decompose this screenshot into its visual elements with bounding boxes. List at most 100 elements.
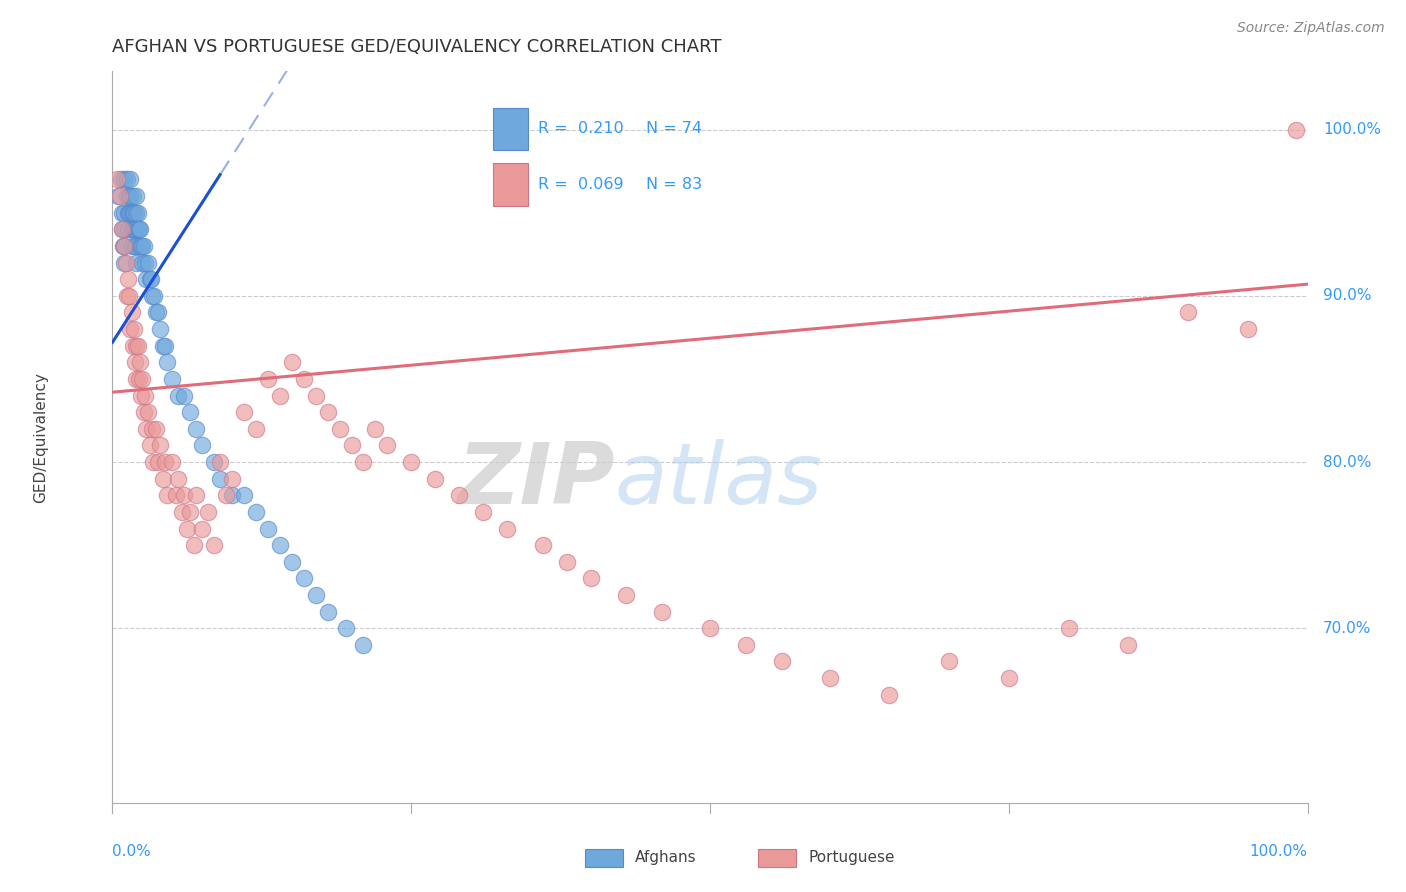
Point xyxy=(879,688,901,702)
Point xyxy=(111,222,134,236)
Point xyxy=(125,372,148,386)
Point xyxy=(770,655,793,669)
Point xyxy=(120,189,142,203)
Point xyxy=(149,438,172,452)
FancyBboxPatch shape xyxy=(585,848,623,867)
Point xyxy=(121,189,143,203)
Point xyxy=(377,438,399,452)
Point xyxy=(118,189,141,203)
Point xyxy=(125,222,148,236)
Point xyxy=(131,239,153,253)
Text: 100.0%: 100.0% xyxy=(1323,122,1381,137)
Point xyxy=(818,671,841,685)
Text: 90.0%: 90.0% xyxy=(1323,288,1372,303)
Point xyxy=(472,505,495,519)
Point xyxy=(352,455,374,469)
Point xyxy=(125,255,148,269)
Point xyxy=(197,505,219,519)
Point xyxy=(352,638,374,652)
Point xyxy=(153,338,176,352)
Point xyxy=(121,239,143,253)
Point xyxy=(135,422,157,436)
Point xyxy=(114,255,136,269)
Point xyxy=(735,638,758,652)
Point xyxy=(143,289,166,303)
Point xyxy=(114,255,135,269)
Point xyxy=(110,172,132,186)
Point xyxy=(128,239,150,253)
Point xyxy=(129,239,152,253)
Point xyxy=(129,355,152,369)
Point xyxy=(1057,621,1080,635)
Point xyxy=(131,255,153,269)
Point xyxy=(115,289,138,303)
Point xyxy=(117,272,139,286)
Text: 100.0%: 100.0% xyxy=(1250,845,1308,859)
Point xyxy=(129,222,152,236)
Point xyxy=(124,355,146,369)
Point xyxy=(138,405,160,419)
Point xyxy=(153,455,176,469)
Point xyxy=(579,571,602,585)
Point xyxy=(176,521,198,535)
Point xyxy=(132,239,155,253)
Point xyxy=(146,305,169,319)
Point xyxy=(121,205,143,219)
Point xyxy=(152,472,174,486)
Point xyxy=(121,305,143,319)
Point xyxy=(281,355,304,369)
Point xyxy=(114,222,135,236)
Point xyxy=(121,338,143,352)
Point xyxy=(122,205,145,219)
Point xyxy=(156,488,179,502)
Point xyxy=(555,555,578,569)
Point xyxy=(152,338,174,352)
Point xyxy=(125,205,148,219)
Text: AFGHAN VS PORTUGUESE GED/EQUIVALENCY CORRELATION CHART: AFGHAN VS PORTUGUESE GED/EQUIVALENCY COR… xyxy=(112,38,721,56)
Point xyxy=(124,222,146,236)
Point xyxy=(1118,638,1140,652)
Point xyxy=(170,505,193,519)
Point xyxy=(112,239,135,253)
Point xyxy=(111,222,134,236)
Point xyxy=(221,472,243,486)
Point xyxy=(120,322,142,336)
Point xyxy=(105,172,128,186)
Point xyxy=(364,422,387,436)
Point xyxy=(167,388,190,402)
Point xyxy=(127,338,149,352)
Point xyxy=(616,588,638,602)
Point xyxy=(401,455,423,469)
Point xyxy=(179,405,201,419)
Point xyxy=(138,438,160,452)
Point xyxy=(125,189,148,203)
Point xyxy=(128,222,150,236)
Point xyxy=(134,255,156,269)
Point xyxy=(1177,305,1199,319)
Point xyxy=(118,205,141,219)
Point xyxy=(146,455,169,469)
Point xyxy=(305,388,328,402)
Point xyxy=(111,205,134,219)
Point xyxy=(135,272,157,286)
Text: Source: ZipAtlas.com: Source: ZipAtlas.com xyxy=(1237,21,1385,35)
Point xyxy=(998,671,1021,685)
Point xyxy=(132,405,155,419)
Point xyxy=(124,239,146,253)
Point xyxy=(215,488,238,502)
Point xyxy=(139,272,162,286)
Point xyxy=(121,222,143,236)
Point xyxy=(305,588,328,602)
Point xyxy=(128,372,150,386)
Point xyxy=(114,205,135,219)
Point xyxy=(107,189,129,203)
Point xyxy=(329,422,352,436)
Point xyxy=(209,455,232,469)
Point xyxy=(292,571,315,585)
Point xyxy=(145,305,167,319)
Point xyxy=(316,605,339,619)
Point xyxy=(1237,322,1260,336)
Point xyxy=(127,222,149,236)
Point xyxy=(114,239,135,253)
Point xyxy=(145,422,167,436)
